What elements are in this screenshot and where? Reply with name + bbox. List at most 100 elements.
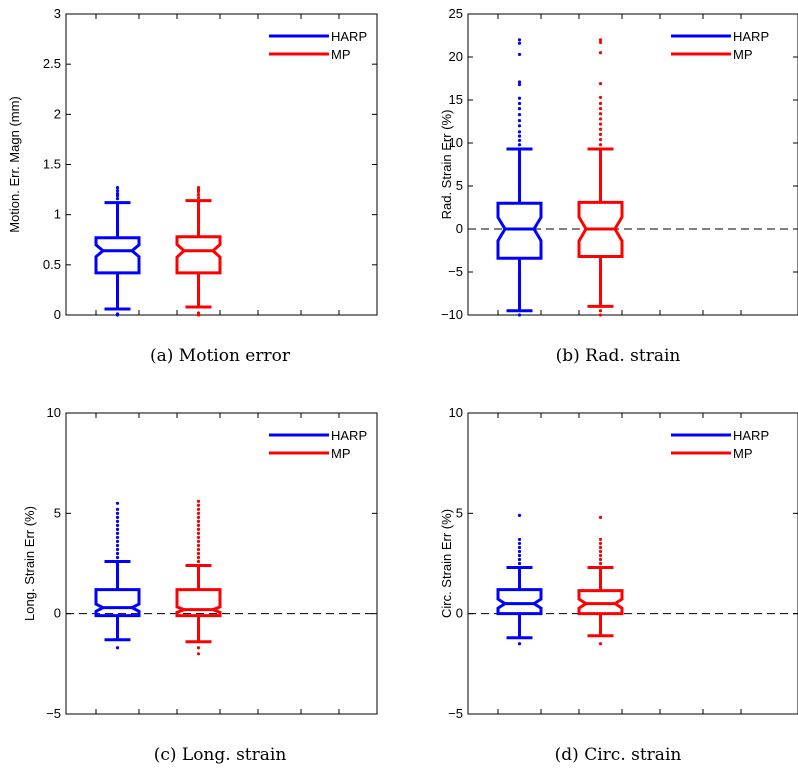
box-harp xyxy=(496,513,543,646)
outlier-point xyxy=(598,553,603,558)
outlier-point xyxy=(517,134,522,138)
outlier-point xyxy=(196,523,201,527)
y-tick-label: 2.5 xyxy=(43,56,61,71)
box-mp xyxy=(175,499,222,656)
outlier-point xyxy=(517,537,522,542)
outlier-point xyxy=(517,143,522,147)
panel-caption: (a) Motion error xyxy=(150,346,291,366)
outlier-point xyxy=(196,193,201,197)
outlier-point xyxy=(115,515,120,519)
outlier-point xyxy=(115,551,120,556)
outlier-point xyxy=(598,51,603,55)
outlier-point xyxy=(115,197,120,201)
y-tick-label: 2 xyxy=(54,106,61,121)
box-body xyxy=(496,201,543,260)
outlier-point xyxy=(517,113,522,117)
panel-caption: (b) Rad. strain xyxy=(556,346,681,366)
outlier-point xyxy=(196,652,201,656)
outlier-point xyxy=(115,501,120,505)
legend-label-mp: MP xyxy=(733,446,753,461)
outlier-point xyxy=(196,196,201,200)
y-tick-label: 5 xyxy=(456,505,463,520)
outlier-point xyxy=(598,101,603,106)
y-tick-label: 0 xyxy=(54,606,61,621)
outlier-point xyxy=(517,313,522,317)
y-tick-label: −5 xyxy=(46,706,61,721)
legend-label-mp: MP xyxy=(331,47,351,62)
outlier-point xyxy=(517,41,522,45)
outlier-point xyxy=(517,513,522,517)
box-body xyxy=(175,235,222,275)
y-tick-label: −10 xyxy=(441,307,463,322)
box-mp xyxy=(577,515,624,646)
outlier-point xyxy=(196,547,201,552)
outlier-point xyxy=(196,515,201,519)
outlier-point xyxy=(115,191,120,196)
outlier-point xyxy=(115,188,120,193)
outlier-point xyxy=(598,117,603,121)
outlier-point xyxy=(196,511,201,515)
y-tick-label: 0.5 xyxy=(43,257,61,272)
outlier-point xyxy=(598,107,603,111)
outlier-point xyxy=(598,40,603,44)
y-tick-label: 0 xyxy=(456,606,463,621)
outlier-point xyxy=(115,646,120,650)
outlier-point xyxy=(115,555,120,560)
outlier-point xyxy=(115,527,120,531)
box-body xyxy=(496,588,543,616)
outlier-point xyxy=(598,309,603,313)
outlier-point xyxy=(517,96,522,100)
outlier-point xyxy=(517,549,522,554)
y-tick-label: 0 xyxy=(54,307,61,322)
outlier-point xyxy=(598,95,603,100)
outlier-point xyxy=(517,130,522,134)
outlier-point xyxy=(517,541,522,546)
plot-frame xyxy=(467,412,798,715)
outlier-point xyxy=(598,82,603,86)
box-body xyxy=(94,236,141,275)
y-axis-label: Motion. Err. Magn (mm) xyxy=(7,96,22,233)
outlier-point xyxy=(115,543,120,548)
outlier-point xyxy=(196,503,201,507)
outlier-point xyxy=(598,642,603,646)
outlier-point xyxy=(196,551,201,556)
outlier-point xyxy=(517,557,522,562)
outlier-point xyxy=(115,539,120,544)
outlier-point xyxy=(598,122,603,126)
outlier-point xyxy=(517,124,522,128)
y-tick-label: 10 xyxy=(449,135,463,150)
plot-frame xyxy=(467,13,798,316)
outlier-point xyxy=(196,531,201,536)
chart-panel-4: −5 0 5 10 Circ. Strain Err (%) HARP MP (d) Circ… xyxy=(439,405,798,765)
y-tick-label: 1 xyxy=(54,207,61,222)
outlier-point xyxy=(196,539,201,544)
legend: HARP MP xyxy=(269,428,367,461)
legend: HARP MP xyxy=(269,29,367,62)
outlier-point xyxy=(598,313,603,317)
chart-panel-1: 0 0.5 1 1.5 2 2.5 3 Motion. Err. Magn (mm) HARP M… xyxy=(7,6,378,366)
outlier-point xyxy=(196,311,201,315)
outlier-point xyxy=(517,545,522,550)
outlier-point xyxy=(196,535,201,540)
outlier-point xyxy=(598,132,603,136)
y-tick-label: 0 xyxy=(456,221,463,236)
outlier-point xyxy=(196,543,201,548)
legend-label-harp: HARP xyxy=(331,428,367,443)
outlier-point xyxy=(115,507,120,511)
outlier-point xyxy=(598,143,603,147)
outlier-point xyxy=(115,312,120,316)
y-tick-label: 3 xyxy=(54,6,61,21)
outlier-point xyxy=(115,511,120,515)
legend-label-mp: MP xyxy=(733,47,753,62)
outlier-point xyxy=(598,541,603,546)
box-mp xyxy=(577,38,624,317)
outlier-point xyxy=(196,646,201,650)
legend-label-mp: MP xyxy=(331,446,351,461)
box-body xyxy=(94,588,141,618)
panel-caption: (d) Circ. strain xyxy=(555,745,682,765)
y-tick-label: −5 xyxy=(448,264,463,279)
y-tick-label: 20 xyxy=(449,49,463,64)
outlier-point xyxy=(196,185,201,190)
outlier-point xyxy=(517,138,522,143)
